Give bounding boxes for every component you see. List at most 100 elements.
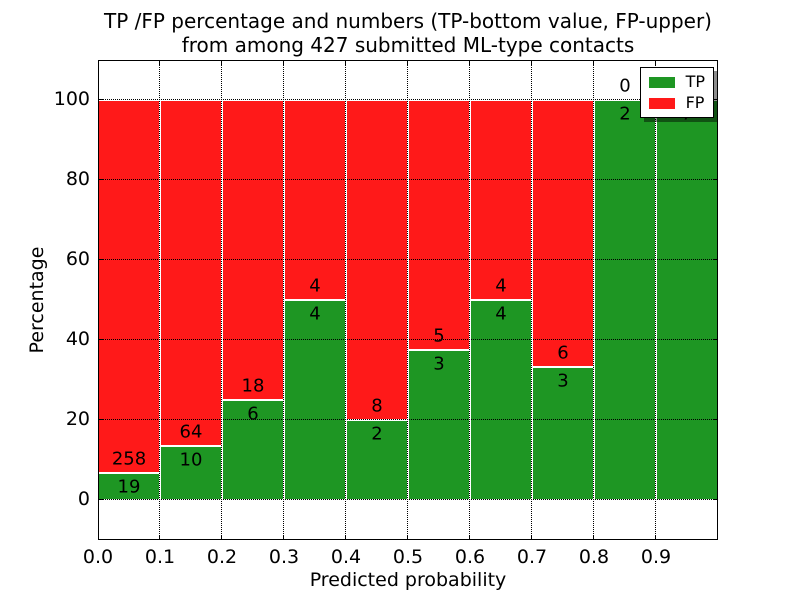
x-tick-mark xyxy=(283,535,285,540)
fp-count-label: 64 xyxy=(179,421,203,443)
x-gridline xyxy=(221,60,222,540)
x-tick-mark xyxy=(655,535,657,540)
tp-bar-segment xyxy=(222,400,284,500)
x-gridline xyxy=(593,60,594,540)
fp-bar-segment xyxy=(346,100,408,420)
tp-count-label: 2 xyxy=(619,103,631,125)
y-gridline xyxy=(98,259,718,260)
x-tick-label: 0.2 xyxy=(206,546,238,568)
x-tick-label: 0.4 xyxy=(330,546,362,568)
x-axis-label: Predicted probability xyxy=(309,569,507,591)
x-tick-label: 0.1 xyxy=(144,546,176,568)
tp-bar-segment xyxy=(656,100,718,500)
tp-bar-segment xyxy=(532,366,594,500)
y-tick-label: 20 xyxy=(65,408,90,430)
x-tick-mark xyxy=(159,60,161,65)
y-tick-label: 80 xyxy=(65,168,90,190)
x-tick-label: 0.7 xyxy=(516,546,548,568)
y-gridline xyxy=(98,179,718,180)
chart-title: TP /FP percentage and numbers (TP-bottom… xyxy=(98,9,718,57)
x-tick-label: 0.3 xyxy=(268,546,300,568)
y-tick-mark xyxy=(98,179,103,181)
x-gridline xyxy=(531,60,532,540)
legend-entry-tp: TP xyxy=(648,72,705,91)
x-tick-mark xyxy=(593,60,595,65)
legend-label-fp: FP xyxy=(685,93,705,112)
x-gridline xyxy=(345,60,346,540)
legend: TP FP xyxy=(639,67,714,118)
x-tick-mark xyxy=(655,60,657,65)
tp-count-label: 10 xyxy=(179,449,203,471)
x-gridline xyxy=(283,60,284,540)
fp-count-label: 5 xyxy=(433,325,445,347)
y-tick-mark xyxy=(713,259,718,261)
x-tick-mark xyxy=(345,60,347,65)
y-tick-mark xyxy=(713,419,718,421)
x-tick-label: 0.6 xyxy=(454,546,486,568)
tp-bar-segment xyxy=(408,350,470,500)
fp-count-label: 258 xyxy=(111,448,147,470)
fp-count-label: 4 xyxy=(309,275,321,297)
tp-count-label: 2 xyxy=(371,423,383,445)
fp-count-label: 4 xyxy=(495,275,507,297)
fp-bar-segment xyxy=(160,100,222,446)
y-tick-mark xyxy=(98,259,103,261)
y-tick-label: 0 xyxy=(77,488,90,510)
tp-count-label: 3 xyxy=(433,353,445,375)
fp-count-label: 8 xyxy=(371,395,383,417)
y-tick-label: 40 xyxy=(65,328,90,350)
fp-count-label: 0 xyxy=(619,75,631,97)
y-gridline xyxy=(98,99,718,100)
x-tick-mark xyxy=(469,535,471,540)
x-tick-mark xyxy=(531,60,533,65)
x-tick-mark xyxy=(221,60,223,65)
x-tick-mark xyxy=(407,535,409,540)
chart-title-line2: from among 427 submitted ML-type contact… xyxy=(181,33,635,57)
chart-title-line1: TP /FP percentage and numbers (TP-bottom… xyxy=(104,9,712,33)
y-tick-mark xyxy=(98,339,103,341)
plot-area: 25819641018644825344630207 TP FP xyxy=(98,60,718,540)
y-tick-label: 100 xyxy=(53,88,90,110)
fp-bar-segment xyxy=(98,100,160,473)
fp-bar-segment xyxy=(532,100,594,367)
y-tick-mark xyxy=(713,99,718,101)
fp-count-label: 18 xyxy=(241,375,265,397)
x-tick-mark xyxy=(159,535,161,540)
x-tick-mark xyxy=(345,535,347,540)
fp-bar-segment xyxy=(222,100,284,400)
tp-count-label: 4 xyxy=(495,303,507,325)
x-gridline xyxy=(159,60,160,540)
y-gridline xyxy=(98,419,718,420)
x-tick-label: 0.9 xyxy=(640,546,672,568)
fp-bar-segment xyxy=(408,100,470,350)
tp-count-label: 3 xyxy=(557,370,569,392)
x-gridline xyxy=(469,60,470,540)
x-gridline xyxy=(407,60,408,540)
x-tick-label: 0.5 xyxy=(392,546,424,568)
x-tick-label: 0.8 xyxy=(578,546,610,568)
y-axis-label: Percentage xyxy=(26,246,48,354)
y-tick-mark xyxy=(713,179,718,181)
tp-bar-segment xyxy=(594,100,656,500)
tp-count-label: 4 xyxy=(309,303,321,325)
y-gridline xyxy=(98,339,718,340)
x-tick-mark xyxy=(221,535,223,540)
tp-color-swatch xyxy=(648,76,675,88)
fp-bar-segment xyxy=(284,100,346,300)
tp-count-label: 6 xyxy=(247,403,259,425)
y-tick-mark xyxy=(713,339,718,341)
tp-bar-segment xyxy=(470,300,532,500)
x-tick-mark xyxy=(283,60,285,65)
y-tick-mark xyxy=(98,499,103,501)
x-tick-mark xyxy=(469,60,471,65)
legend-label-tp: TP xyxy=(685,72,705,91)
x-tick-label: 0.0 xyxy=(82,546,114,568)
tp-bar-segment xyxy=(284,300,346,500)
fp-count-label: 6 xyxy=(557,342,569,364)
legend-entry-fp: FP xyxy=(648,93,705,112)
y-tick-mark xyxy=(713,499,718,501)
x-gridline xyxy=(655,60,656,540)
y-gridline xyxy=(98,499,718,500)
y-tick-mark xyxy=(98,99,103,101)
